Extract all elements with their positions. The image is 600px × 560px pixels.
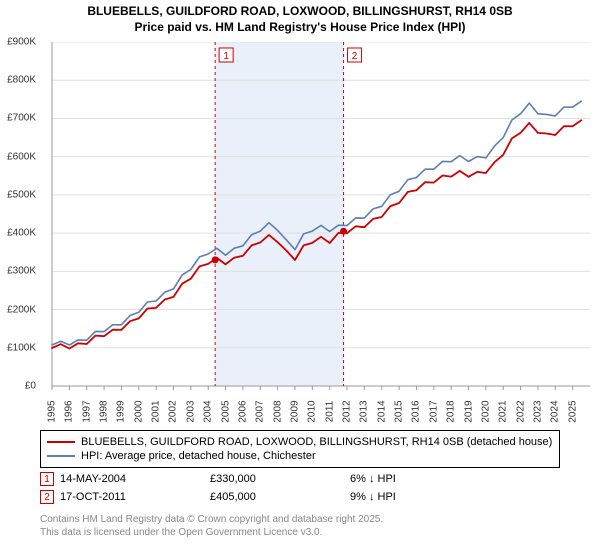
title-line-1: BLUEBELLS, GUILDFORD ROAD, LOXWOOD, BILL… bbox=[0, 4, 600, 20]
x-tick-label: 2007 bbox=[255, 400, 266, 422]
chart-area: 12 £0£100K£200K£300K£400K£500K£600K£700K… bbox=[8, 42, 590, 422]
y-tick-label: £600K bbox=[0, 151, 36, 162]
y-tick-label: £300K bbox=[0, 266, 36, 277]
y-tick-label: £800K bbox=[0, 75, 36, 86]
svg-text:1: 1 bbox=[223, 51, 229, 62]
y-tick-label: £700K bbox=[0, 113, 36, 124]
y-tick-label: £500K bbox=[0, 189, 36, 200]
y-tick-label: £900K bbox=[0, 37, 36, 48]
chart-title: BLUEBELLS, GUILDFORD ROAD, LOXWOOD, BILL… bbox=[0, 0, 600, 35]
x-tick-label: 2011 bbox=[324, 401, 335, 423]
x-tick-label: 1996 bbox=[64, 400, 75, 422]
title-line-2: Price paid vs. HM Land Registry's House … bbox=[0, 20, 600, 36]
x-tick-label: 2016 bbox=[411, 400, 422, 422]
x-tick-label: 1997 bbox=[81, 400, 92, 422]
marker-price: £405,000 bbox=[210, 491, 350, 503]
x-tick-label: 1999 bbox=[116, 400, 127, 422]
x-tick-label: 2015 bbox=[394, 400, 405, 422]
x-tick-label: 2000 bbox=[133, 400, 144, 422]
y-tick-label: £400K bbox=[0, 228, 36, 239]
marker-badge: 1 bbox=[40, 472, 54, 486]
marker-row: 2 17-OCT-2011 £405,000 9% ↓ HPI bbox=[40, 488, 560, 506]
legend-label: BLUEBELLS, GUILDFORD ROAD, LOXWOOD, BILL… bbox=[81, 436, 552, 448]
legend-swatch bbox=[47, 441, 75, 443]
x-tick-label: 2020 bbox=[480, 400, 491, 422]
y-tick-label: £100K bbox=[0, 342, 36, 353]
x-tick-label: 2021 bbox=[498, 400, 509, 422]
legend-swatch bbox=[47, 455, 75, 457]
marker-date: 14-MAY-2004 bbox=[60, 473, 210, 485]
x-tick-label: 2003 bbox=[185, 400, 196, 422]
attribution-line: This data is licensed under the Open Gov… bbox=[40, 527, 383, 540]
marker-date: 17-OCT-2011 bbox=[60, 491, 210, 503]
y-tick-label: £0 bbox=[0, 381, 36, 392]
x-tick-label: 2024 bbox=[550, 400, 561, 422]
legend-label: HPI: Average price, detached house, Chic… bbox=[81, 450, 316, 462]
x-tick-label: 1998 bbox=[99, 400, 110, 422]
x-tick-label: 2025 bbox=[567, 400, 578, 422]
marker-price: £330,000 bbox=[210, 473, 350, 485]
x-tick-label: 2006 bbox=[237, 400, 248, 422]
y-tick-label: £200K bbox=[0, 304, 36, 315]
legend-box: BLUEBELLS, GUILDFORD ROAD, LOXWOOD, BILL… bbox=[40, 430, 560, 468]
svg-text:2: 2 bbox=[352, 51, 358, 62]
x-tick-label: 2009 bbox=[289, 400, 300, 422]
marker-delta: 6% ↓ HPI bbox=[350, 473, 490, 485]
x-tick-label: 2012 bbox=[342, 400, 353, 422]
x-tick-label: 1995 bbox=[47, 400, 58, 422]
marker-delta: 9% ↓ HPI bbox=[350, 491, 490, 503]
attribution: Contains HM Land Registry data © Crown c… bbox=[40, 514, 383, 539]
x-tick-label: 2005 bbox=[220, 400, 231, 422]
attribution-line: Contains HM Land Registry data © Crown c… bbox=[40, 514, 383, 527]
x-tick-label: 2019 bbox=[463, 400, 474, 422]
x-tick-label: 2017 bbox=[428, 400, 439, 422]
x-tick-label: 2018 bbox=[446, 400, 457, 422]
x-tick-label: 2004 bbox=[203, 400, 214, 422]
x-tick-label: 2008 bbox=[272, 400, 283, 422]
x-tick-label: 2013 bbox=[359, 400, 370, 422]
legend-item-price-paid: BLUEBELLS, GUILDFORD ROAD, LOXWOOD, BILL… bbox=[47, 435, 553, 449]
line-chart-svg: 12 bbox=[8, 42, 590, 422]
x-tick-label: 2001 bbox=[151, 400, 162, 422]
marker-table: 1 14-MAY-2004 £330,000 6% ↓ HPI 2 17-OCT… bbox=[40, 470, 560, 506]
x-tick-label: 2022 bbox=[515, 400, 526, 422]
x-tick-label: 2002 bbox=[168, 400, 179, 422]
x-tick-label: 2014 bbox=[376, 400, 387, 422]
x-tick-label: 2023 bbox=[532, 400, 543, 422]
marker-row: 1 14-MAY-2004 £330,000 6% ↓ HPI bbox=[40, 470, 560, 488]
legend-item-hpi: HPI: Average price, detached house, Chic… bbox=[47, 449, 553, 463]
x-tick-label: 2010 bbox=[307, 400, 318, 422]
marker-badge: 2 bbox=[40, 490, 54, 504]
